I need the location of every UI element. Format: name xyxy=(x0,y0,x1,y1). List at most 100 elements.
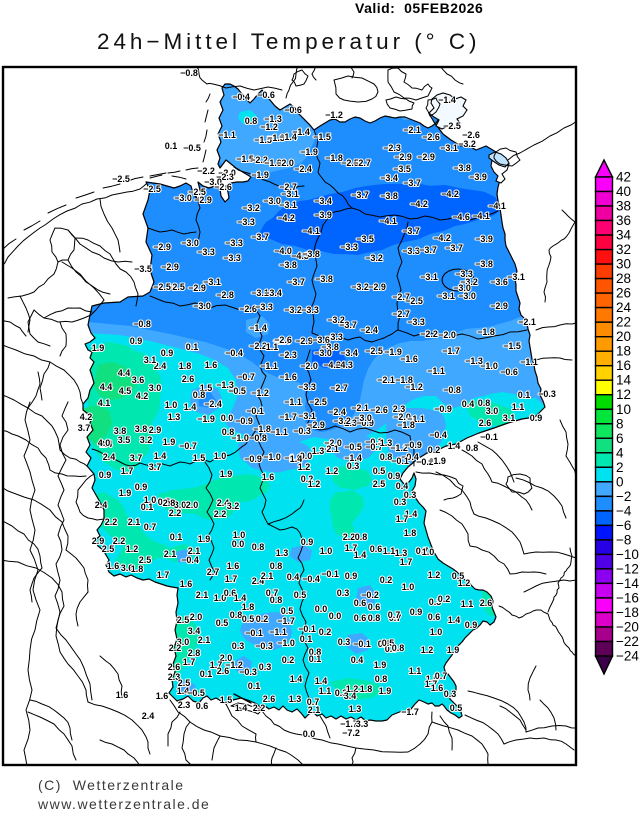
svg-text:−3.6: −3.6 xyxy=(312,335,330,345)
svg-text:0.3: 0.3 xyxy=(335,688,348,698)
svg-text:1.7: 1.7 xyxy=(400,557,413,567)
svg-text:0.3: 0.3 xyxy=(444,689,457,699)
svg-text:0.4: 0.4 xyxy=(351,655,364,665)
svg-text:−3.2: −3.2 xyxy=(458,139,476,149)
svg-text:2.2: 2.2 xyxy=(169,643,182,653)
svg-text:−2.0: −2.0 xyxy=(324,438,342,448)
svg-text:−3.7: −3.7 xyxy=(403,178,421,188)
svg-text:0.3: 0.3 xyxy=(394,497,407,507)
svg-text:1.4: 1.4 xyxy=(235,703,248,713)
svg-text:−3.8: −3.8 xyxy=(321,342,339,352)
svg-text:−1.3: −1.3 xyxy=(267,133,285,143)
svg-text:−2.4: −2.4 xyxy=(360,325,378,335)
svg-text:1.6: 1.6 xyxy=(180,579,193,589)
svg-text:1.6: 1.6 xyxy=(262,472,275,482)
svg-text:0.6: 0.6 xyxy=(368,602,381,612)
svg-text:0.6: 0.6 xyxy=(196,701,209,711)
svg-text:−3.3: −3.3 xyxy=(298,382,316,392)
svg-text:2.1: 2.1 xyxy=(128,517,141,527)
svg-text:−0.6: −0.6 xyxy=(500,367,518,377)
svg-text:2.6: 2.6 xyxy=(263,694,276,704)
svg-text:−0.1: −0.1 xyxy=(245,628,263,638)
svg-text:−3.9: −3.9 xyxy=(314,210,332,220)
svg-text:−4.1: −4.1 xyxy=(379,216,397,226)
svg-text:−1.3: −1.3 xyxy=(465,356,483,366)
svg-text:2.4: 2.4 xyxy=(217,498,230,508)
svg-text:−2.9: −2.9 xyxy=(153,242,171,252)
svg-text:−2.7: −2.7 xyxy=(392,309,410,319)
svg-text:−2.9: −2.9 xyxy=(394,152,412,162)
svg-text:0.0: 0.0 xyxy=(315,604,328,614)
svg-text:−1.6: −1.6 xyxy=(279,372,297,382)
svg-text:2.0: 2.0 xyxy=(220,653,233,663)
svg-text:−4.2: −4.2 xyxy=(433,233,451,243)
svg-text:−20: −20 xyxy=(616,620,639,635)
svg-text:1.3: 1.3 xyxy=(168,412,181,422)
svg-text:0.2: 0.2 xyxy=(380,575,393,585)
svg-text:−2.4: −2.4 xyxy=(294,164,312,174)
svg-text:2.7: 2.7 xyxy=(207,567,220,577)
svg-text:4.2: 4.2 xyxy=(136,391,149,401)
svg-text:−0.2: −0.2 xyxy=(361,590,379,600)
svg-text:2.1: 2.1 xyxy=(308,705,321,715)
svg-text:−4.0: −4.0 xyxy=(274,246,292,256)
svg-text:−3.7: −3.7 xyxy=(251,232,269,242)
svg-text:−1.7: −1.7 xyxy=(277,616,295,626)
svg-text:−3.7: −3.7 xyxy=(402,226,420,236)
svg-text:−3.4: −3.4 xyxy=(264,288,282,298)
svg-text:−0.6: −0.6 xyxy=(257,90,275,100)
svg-text:−3.5: −3.5 xyxy=(356,234,374,244)
svg-text:2.1: 2.1 xyxy=(188,546,201,556)
svg-text:−3.3: −3.3 xyxy=(402,246,420,256)
svg-text:0.9: 0.9 xyxy=(410,607,423,617)
svg-text:4: 4 xyxy=(616,445,624,460)
svg-text:1.8: 1.8 xyxy=(404,528,417,538)
svg-text:−2.9: −2.9 xyxy=(295,336,313,346)
svg-text:3.8: 3.8 xyxy=(114,426,127,436)
svg-text:4.4: 4.4 xyxy=(100,382,113,392)
svg-text:1.4: 1.4 xyxy=(448,615,461,625)
svg-text:0.5: 0.5 xyxy=(294,590,307,600)
svg-text:−3.8: −3.8 xyxy=(315,274,333,284)
svg-text:32: 32 xyxy=(616,242,631,257)
svg-text:0.5: 0.5 xyxy=(373,466,386,476)
svg-text:1.0: 1.0 xyxy=(214,451,227,461)
svg-text:−2.0: −2.0 xyxy=(300,361,318,371)
svg-text:−1.5: −1.5 xyxy=(254,135,272,145)
svg-text:1.2: 1.2 xyxy=(308,479,321,489)
svg-text:−0.9: −0.9 xyxy=(404,440,422,450)
svg-text:−2.6: −2.6 xyxy=(273,336,291,346)
svg-text:0.6: 0.6 xyxy=(354,598,367,608)
svg-text:1.5: 1.5 xyxy=(193,453,206,463)
svg-text:1.5: 1.5 xyxy=(200,383,213,393)
svg-text:−3.3: −3.3 xyxy=(197,247,215,257)
svg-text:−2.5: −2.5 xyxy=(341,158,359,168)
svg-text:0: 0 xyxy=(616,474,624,489)
svg-text:1.5: 1.5 xyxy=(220,695,233,705)
svg-text:−2.6: −2.6 xyxy=(370,405,388,415)
svg-text:3.6: 3.6 xyxy=(121,563,134,573)
svg-text:0.9: 0.9 xyxy=(130,336,143,346)
svg-text:1.7: 1.7 xyxy=(157,570,170,580)
svg-text:0.8: 0.8 xyxy=(478,398,491,408)
svg-text:2.3: 2.3 xyxy=(393,404,406,414)
svg-text:−3.0: −3.0 xyxy=(204,177,222,187)
svg-text:0.4: 0.4 xyxy=(396,481,409,491)
svg-text:30: 30 xyxy=(616,257,631,272)
svg-text:1.7: 1.7 xyxy=(345,543,358,553)
svg-text:−0.1: −0.1 xyxy=(246,406,264,416)
svg-text:0.0: 0.0 xyxy=(232,539,245,549)
svg-text:−2.9: −2.9 xyxy=(490,301,508,311)
svg-text:6: 6 xyxy=(616,431,624,446)
svg-text:−1.1: −1.1 xyxy=(269,627,287,637)
svg-text:−1.4: −1.4 xyxy=(279,132,297,142)
svg-text:1.1: 1.1 xyxy=(409,666,422,676)
svg-text:3.5: 3.5 xyxy=(118,435,131,445)
svg-text:0.3: 0.3 xyxy=(404,490,417,500)
svg-text:0.5: 0.5 xyxy=(242,614,255,624)
svg-text:−1.8: −1.8 xyxy=(395,375,413,385)
svg-text:−4: −4 xyxy=(616,503,632,518)
svg-text:1.1: 1.1 xyxy=(319,686,332,696)
svg-text:−3.9: −3.9 xyxy=(469,172,487,182)
svg-text:0.3: 0.3 xyxy=(337,588,350,598)
